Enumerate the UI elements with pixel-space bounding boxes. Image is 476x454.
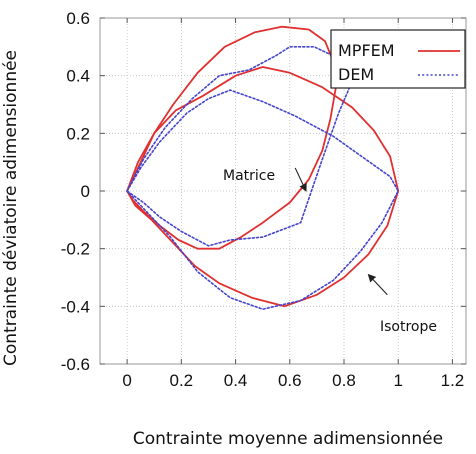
x-tick-label: 0.2 xyxy=(170,371,194,390)
annotations: Matrice Isotrope xyxy=(223,167,437,335)
mpfem-matrice-curve xyxy=(126,25,337,250)
x-tick-label: 0 xyxy=(122,371,131,390)
annotation-arrow-matrice xyxy=(294,167,307,192)
y-tick-label: 0.6 xyxy=(66,9,90,28)
y-tick-label: 0.4 xyxy=(66,67,90,86)
y-tick-label: -0.2 xyxy=(61,240,90,259)
annotation-matrice: Matrice xyxy=(223,168,275,184)
dem-isotrope-curve xyxy=(126,89,399,310)
x-axis-title: Contrainte moyenne adimensionnée xyxy=(133,429,443,449)
legend-box xyxy=(330,29,466,89)
x-tick-label: 0.4 xyxy=(224,371,248,390)
y-tick-label: 0.2 xyxy=(66,124,90,143)
y-tick-label: -0.6 xyxy=(61,355,90,374)
x-tick-label: 1.2 xyxy=(441,371,465,390)
x-tick-label: 1 xyxy=(393,371,402,390)
legend-label-mpfem: MPFEM xyxy=(338,41,395,60)
y-tick-label: -0.4 xyxy=(61,297,90,316)
mpfem-isotrope-curve xyxy=(126,66,400,308)
x-tick-label: 0.8 xyxy=(332,371,356,390)
axis-ticks: 0 0.2 0.4 0.6 0.8 1 1.2 0.6 0.4 0.2 0 -0.2 -0.4 -0.6 xyxy=(61,9,466,390)
legend: MPFEM DEM xyxy=(330,29,466,89)
y-tick-label: 0 xyxy=(81,182,90,201)
x-tick-label: 0.6 xyxy=(278,371,302,390)
annotation-arrow-isotrope xyxy=(367,273,388,296)
y-axis-title: Contrainte déviatoire adimensionnée xyxy=(1,50,21,366)
legend-lines xyxy=(418,50,460,76)
annotation-isotrope: Isotrope xyxy=(380,319,437,335)
legend-label-dem: DEM xyxy=(338,65,374,84)
